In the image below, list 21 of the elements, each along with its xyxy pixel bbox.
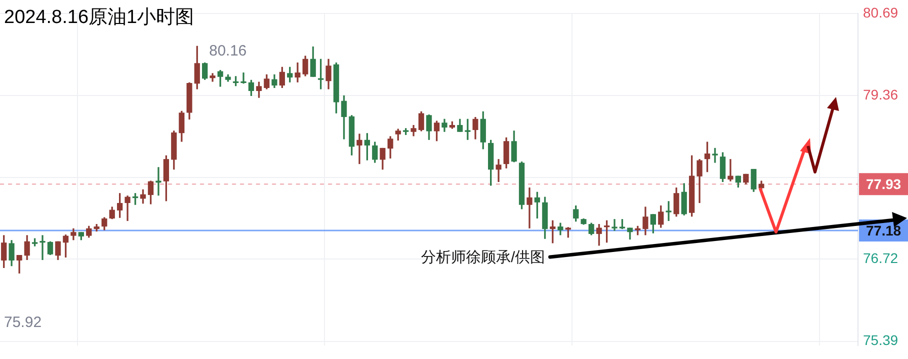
y-tick-label: 80.69 <box>863 4 898 20</box>
candlestick <box>156 167 162 196</box>
candlestick <box>124 196 130 221</box>
y-tick-label: 75.39 <box>863 332 898 348</box>
chart-title: 2024.8.16原油1小时图 <box>4 7 194 28</box>
y-tick-label: 76.72 <box>863 250 898 266</box>
ref-line-label: 77.18 <box>866 222 902 238</box>
ref-line-label: 77.93 <box>866 176 902 192</box>
annotation: 75.92 <box>4 314 42 332</box>
candlestick <box>496 159 502 182</box>
candlestick <box>356 134 362 164</box>
candlestick <box>612 219 618 231</box>
y-tick-label: 79.36 <box>863 86 898 103</box>
annotation: 80.16 <box>209 42 247 60</box>
candlestick <box>210 73 216 82</box>
candlestick <box>728 159 734 182</box>
candlestick <box>40 235 46 260</box>
annotation: 分析师徐顾承/供图 <box>420 249 545 266</box>
candlestick <box>712 148 718 163</box>
candlestick <box>240 72 246 84</box>
candlestick <box>526 188 532 228</box>
